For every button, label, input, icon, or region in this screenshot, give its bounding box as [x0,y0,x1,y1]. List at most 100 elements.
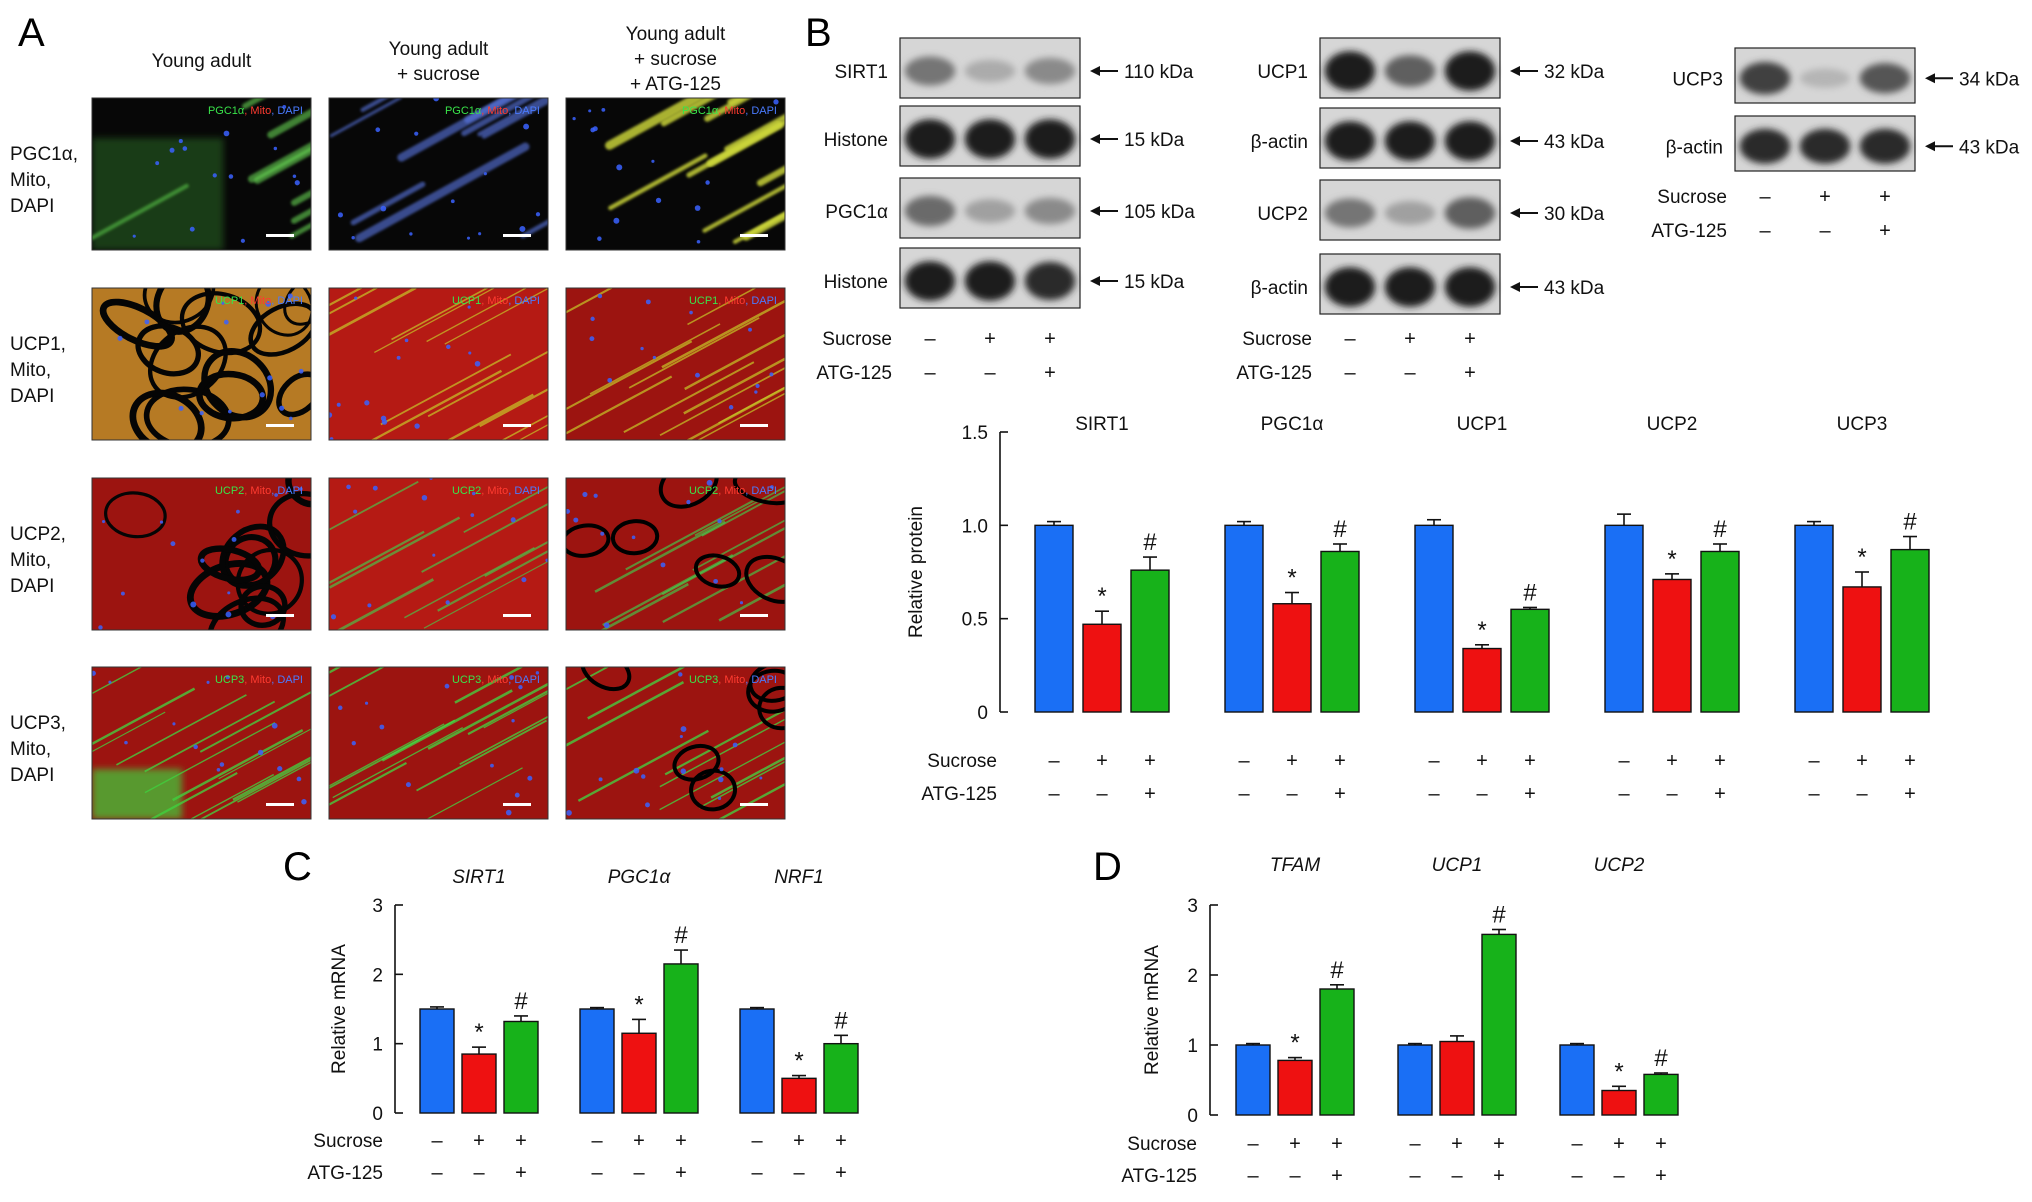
atg-125-label: ATG-125 [921,784,997,805]
scale-bar [266,234,294,237]
panel-b-bar-chart: 0 0.5 1.0 1.5 Relative protein Sucrose ATG-125… [906,414,1930,805]
stain-legend: UCP3, Mito, DAPI [452,674,540,686]
y-tick-label: 2 [372,965,383,986]
treatment-sign: – [984,362,996,384]
bar [503,1020,539,1114]
sucrose-label: Sucrose [1242,329,1312,350]
category-label: UCP3 [1837,414,1888,435]
stain-legend: UCP3, Mito, DAPI [215,674,303,686]
micrograph: UCP1, Mito, DAPI [91,287,312,441]
treatment-sign: – [431,1130,443,1152]
stain-legend: UCP2, Mito, DAPI [689,485,777,497]
treatment-sign: – [1571,1165,1583,1187]
atg-125-label: ATG-125 [1236,363,1312,384]
blot-label: β-actin [1251,132,1308,153]
bar [1890,548,1930,713]
y-tick-label: 2 [1187,966,1198,987]
bar [1277,1059,1313,1116]
y-tick-label: 3 [372,896,383,917]
significance-mark: # [834,1007,848,1034]
row-label: Mito, [10,550,51,571]
treatment-sign: – [1286,783,1298,805]
panel-label-d: D [1093,845,1122,889]
significance-mark: # [1330,957,1344,984]
category-label: UCP1 [1432,855,1483,876]
column-label: Young adult [152,51,252,72]
treatment-sign: + [1655,1133,1667,1155]
column-label: + sucrose [634,49,717,70]
blot-label: SIRT1 [834,62,888,83]
treatment-sign: – [1451,1165,1463,1187]
treatment-sign: – [1618,750,1630,772]
category-label: UCP2 [1594,855,1645,876]
stain-legend: UCP1, Mito, DAPI [215,295,303,307]
y-tick-label: 1 [372,1035,383,1056]
treatment-sign: + [1524,750,1536,772]
bar [1272,603,1312,713]
column-label: Young adult [389,39,489,60]
scale-bar [740,424,768,427]
sucrose-label: Sucrose [1127,1134,1197,1155]
treatment-sign: + [1464,362,1476,384]
significance-mark: # [674,922,688,949]
micrograph: UCP3, Mito, DAPI [91,666,312,820]
treatment-sign: + [1819,186,1831,208]
category-label: PGC1α [608,867,672,888]
significance-mark: # [514,988,528,1015]
row-label: DAPI [10,196,54,217]
treatment-sign: – [1238,750,1250,772]
treatment-sign: + [1144,783,1156,805]
treatment-sign: – [473,1162,485,1184]
category-label: NRF1 [774,867,824,888]
treatment-sign: + [675,1162,687,1184]
treatment-sign: – [1289,1165,1301,1187]
atg-125-label: ATG-125 [1121,1166,1197,1187]
treatment-sign: – [431,1162,443,1184]
significance-mark: # [1143,529,1157,556]
blot--actin: β-actin 43 kDa [1251,253,1605,315]
blot-label: UCP2 [1257,204,1308,225]
treatment-sign: + [1714,750,1726,772]
blot-ucp1: UCP1 32 kDa [1257,37,1605,99]
stain-legend: UCP3, Mito, DAPI [689,674,777,686]
blot-ucp3: UCP3 34 kDa [1672,47,2020,104]
scale-bar [266,614,294,617]
treatment-sign: + [1286,750,1298,772]
bar [579,1008,615,1114]
kda-label: 43 kDa [1959,137,2020,158]
significance-mark: * [634,991,643,1018]
scale-bar [503,234,531,237]
scale-bar [503,803,531,806]
kda-label: 15 kDa [1124,130,1185,151]
kda-label: 34 kDa [1959,69,2020,90]
micrograph: PGC1α, Mito, DAPI [91,97,312,251]
bar [781,1077,817,1114]
treatment-sign: + [1879,220,1891,242]
treatment-sign: – [1856,783,1868,805]
treatment-sign: – [1428,750,1440,772]
significance-mark: * [1614,1058,1623,1085]
treatment-sign: + [1451,1133,1463,1155]
treatment-sign: + [793,1130,805,1152]
bar [419,1008,455,1114]
significance-mark: * [474,1019,483,1046]
micrograph: UCP3, Mito, DAPI [328,666,549,820]
panel-b-western-blots: SIRT1 110 kDa Histone 15 kDa PGC1α 105 kDa His… [816,37,2020,384]
bar [1397,1044,1433,1116]
bar [1320,550,1360,713]
row-label: PGC1α, [10,144,78,165]
treatment-sign: + [835,1130,847,1152]
blot-label: Histone [824,272,888,293]
treatment-sign: + [1613,1133,1625,1155]
treatment-sign: – [1759,186,1771,208]
significance-mark: * [1097,583,1106,610]
micrograph: PGC1α, Mito, DAPI [565,97,786,251]
row-label: DAPI [10,576,54,597]
y-tick-label: 0 [372,1104,383,1125]
panel-label-b: B [805,11,832,55]
treatment-sign: – [1409,1133,1421,1155]
bar [1652,578,1692,713]
row-label: UCP1, [10,334,66,355]
treatment-sign: + [1493,1165,1505,1187]
